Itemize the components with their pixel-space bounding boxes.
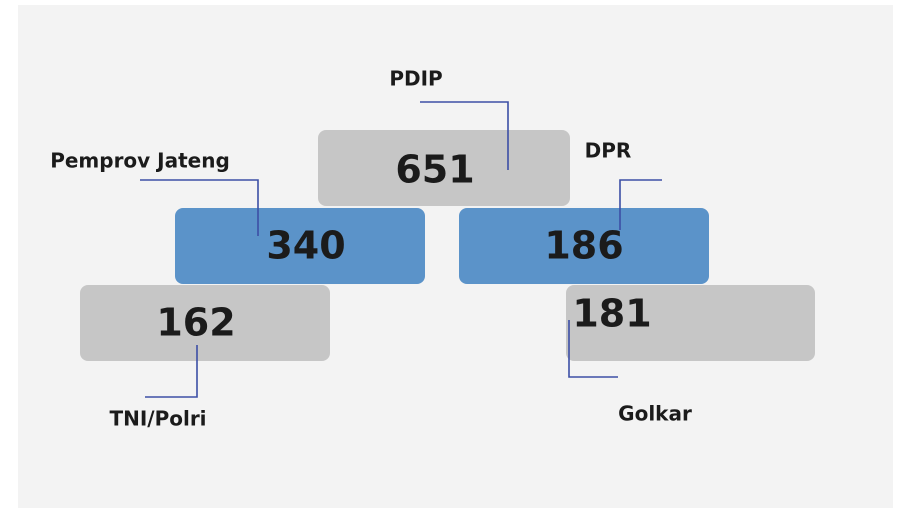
node-label: PDIP xyxy=(389,67,442,91)
node-value: 162 xyxy=(156,301,235,345)
node-value: 181 xyxy=(572,292,651,336)
node-value: 186 xyxy=(544,224,623,268)
box xyxy=(318,130,570,206)
box xyxy=(80,285,330,361)
connector xyxy=(145,345,198,398)
connector xyxy=(568,320,618,378)
background xyxy=(18,5,893,508)
node-label: Golkar xyxy=(618,402,692,426)
node-value: 651 xyxy=(395,148,474,192)
box xyxy=(175,208,425,284)
box xyxy=(566,285,815,361)
node-value: 340 xyxy=(266,224,345,268)
box xyxy=(459,208,709,284)
node-label: Pemprov Jateng xyxy=(50,149,230,173)
node-label: TNI/Polri xyxy=(109,407,206,431)
connector xyxy=(420,101,509,170)
connector xyxy=(619,179,662,230)
node-label: DPR xyxy=(585,139,632,163)
connector xyxy=(140,179,259,236)
